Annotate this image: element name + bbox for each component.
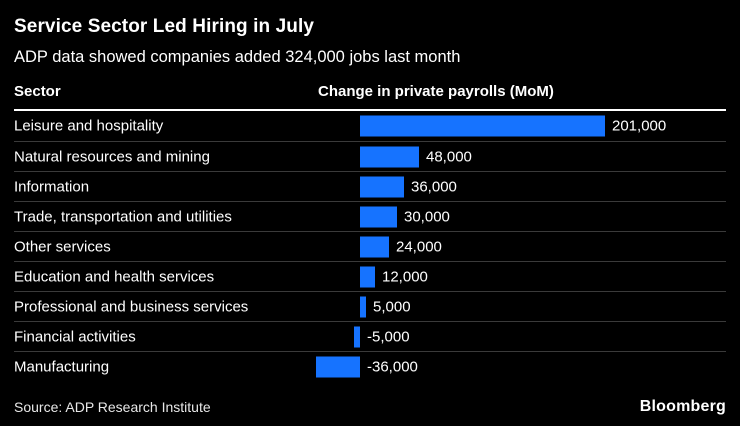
col-header-sector: Sector — [14, 83, 61, 100]
value-bar — [316, 356, 360, 377]
value-bar — [360, 266, 375, 287]
column-headers: Sector Change in private payrolls (MoM) — [14, 83, 726, 109]
chart-row: Other services 24,000 — [14, 231, 726, 261]
chart-row: Trade, transportation and utilities 30,00… — [14, 201, 726, 231]
chart-row: Financial activities -5,000 — [14, 321, 726, 351]
sector-label: Natural resources and mining — [14, 148, 210, 165]
chart-row: Manufacturing -36,000 — [14, 351, 726, 381]
chart-footer: Source: ADP Research Institute Bloomberg — [0, 398, 740, 416]
sector-label: Financial activities — [14, 328, 136, 345]
col-header-change: Change in private payrolls (MoM) — [318, 83, 554, 100]
sector-label: Information — [14, 178, 90, 195]
value-bar — [360, 206, 397, 227]
value-label: 12,000 — [382, 268, 428, 285]
value-label: 5,000 — [373, 298, 411, 315]
value-label: 36,000 — [411, 178, 457, 195]
chart-row: Leisure and hospitality 201,000 — [14, 111, 726, 141]
value-label: 201,000 — [612, 117, 667, 135]
sector-label: Manufacturing — [14, 358, 110, 375]
header-divider — [14, 109, 726, 111]
value-bar — [360, 236, 389, 257]
chart-row: Information 36,000 — [14, 171, 726, 201]
sector-label: Education and health services — [14, 268, 215, 285]
chart-title: Service Sector Led Hiring in July — [14, 16, 315, 37]
value-label: -5,000 — [367, 328, 410, 345]
chart-rows: Leisure and hospitality 201,000 Natural re… — [14, 111, 726, 381]
sector-label: Other services — [14, 238, 111, 255]
value-bar — [360, 115, 605, 137]
value-label: 24,000 — [396, 238, 442, 255]
chart-row: Professional and business services 5,000 — [14, 291, 726, 321]
sector-label: Trade, transportation and utilities — [14, 208, 232, 225]
value-label: 30,000 — [404, 208, 450, 225]
bloomberg-logo: Bloomberg — [639, 398, 726, 415]
sector-label: Professional and business services — [14, 298, 249, 315]
source-note: Source: ADP Research Institute — [14, 399, 211, 415]
chart-row: Natural resources and mining 48,000 — [14, 141, 726, 171]
chart-subtitle: ADP data showed companies added 324,000 … — [14, 48, 461, 66]
value-label: 48,000 — [426, 148, 472, 165]
value-bar — [360, 296, 366, 317]
chart-row: Education and health services 12,000 — [14, 261, 726, 291]
value-bar — [360, 176, 404, 197]
chart-card: Service Sector Led Hiring in July ADP da… — [14, 16, 726, 381]
sector-label: Leisure and hospitality — [14, 117, 164, 135]
value-bar — [354, 326, 360, 347]
value-label: -36,000 — [367, 358, 418, 375]
value-bar — [360, 146, 419, 167]
